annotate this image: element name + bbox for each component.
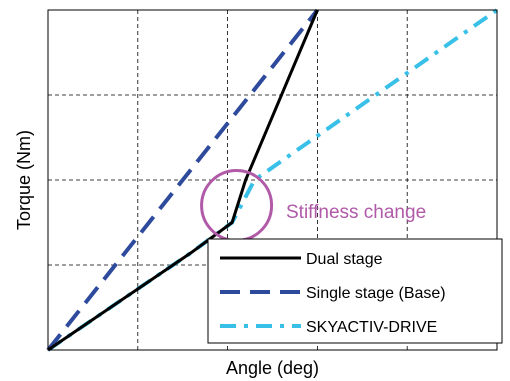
legend-label-single-stage: Single stage (Base) — [306, 285, 446, 302]
legend-label-dual-stage: Dual stage — [306, 251, 383, 268]
plot-frame — [47, 9, 498, 351]
series-line-single-stage-base — [46, 8, 319, 352]
legend-label-skyactiv-drive: SKYACTIV-DRIVE — [306, 319, 437, 336]
series-line-dual-stage — [47, 9, 319, 352]
y-axis-label: Torque (Nm) — [14, 130, 34, 230]
series-layer — [46, 8, 499, 352]
annotation-label: Stiffness change — [286, 202, 426, 223]
x-axis-label: Angle (deg) — [226, 358, 319, 378]
legend: Dual stage Single stage (Base) SKYACTIV-… — [207, 238, 503, 344]
annotation-layer: Stiffness change — [200, 169, 426, 242]
